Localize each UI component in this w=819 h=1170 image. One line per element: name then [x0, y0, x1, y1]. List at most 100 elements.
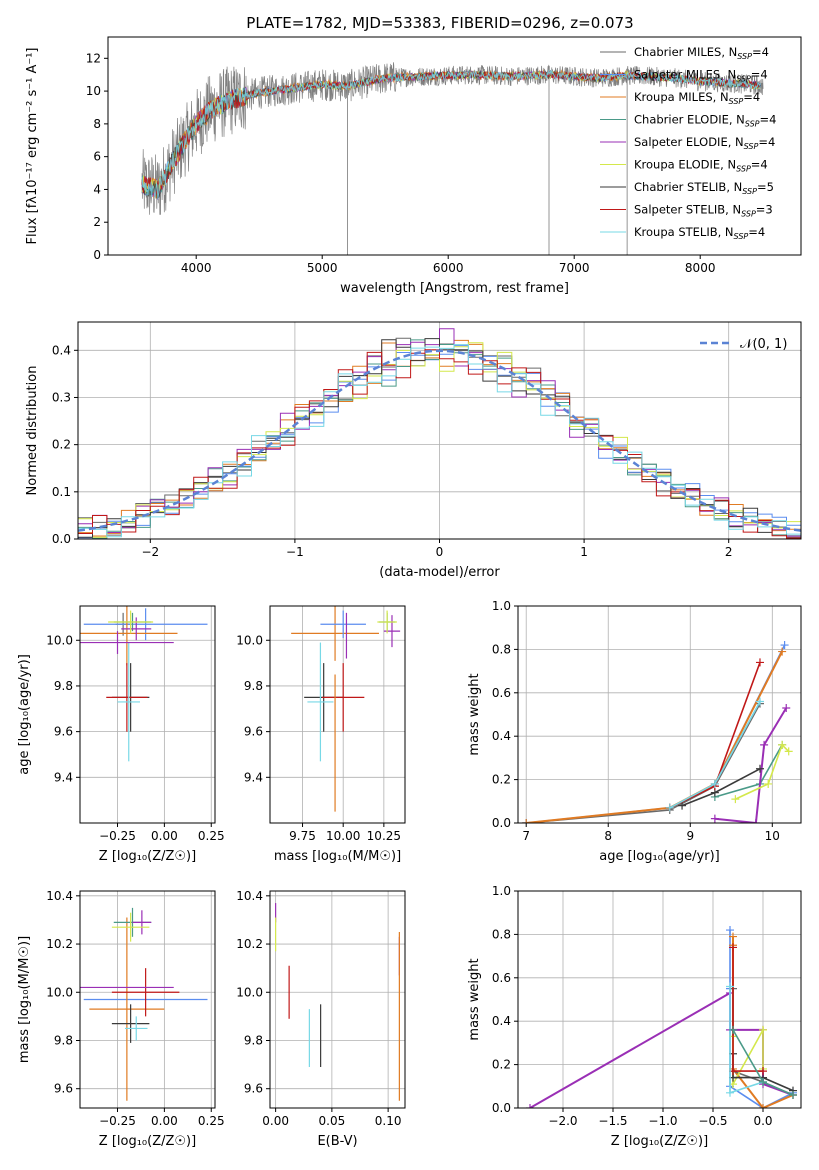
- y-tick-label: 9.8: [54, 1033, 73, 1047]
- legend-label: Kroupa STELIB, NSSP=4: [634, 225, 765, 241]
- point-marker: [759, 1025, 767, 1034]
- x-tick-label: −1.5: [598, 1114, 627, 1128]
- x-tick-label: −2.0: [548, 1114, 577, 1128]
- y-tick-label: 9.6: [244, 1082, 263, 1096]
- y-tick-label: 10.0: [46, 633, 73, 647]
- x-axis-label: (data-model)/error: [379, 565, 500, 580]
- mass-weight-vs-metallicity-plot: −2.0 −1.5 −1.0 −0.5 0.0 0.0 0.2 0.4 0.6 0.8 1.0 Z […: [467, 884, 802, 1149]
- mass-weight-line: [529, 991, 794, 1108]
- y-tick-label: 6: [93, 150, 101, 164]
- mass-weight-line: [735, 743, 790, 800]
- y-tick-label: 0.2: [492, 773, 511, 787]
- y-tick-label: 0.3: [52, 390, 71, 404]
- y-tick-label: 12: [86, 51, 101, 65]
- point-marker: [759, 1067, 767, 1076]
- x-tick-label: 0.0: [753, 1114, 772, 1128]
- x-axis-label: age [log₁₀(age/yr)]: [599, 849, 720, 864]
- x-tick-label: 0.25: [198, 1114, 225, 1128]
- plot-area: [526, 926, 797, 1108]
- plot-area: [275, 903, 400, 1101]
- point-marker: [522, 819, 531, 823]
- x-tick-label: 0.00: [262, 1114, 289, 1128]
- point-marker: [778, 740, 787, 749]
- point-marker: [760, 740, 769, 749]
- mass-weight-vs-age-plot: 7 8 9 10 0.0 0.2 0.4 0.6 0.8 1.0 age [log₁₀(age/yr…: [467, 599, 802, 864]
- y-tick-label: 0.4: [52, 343, 71, 357]
- x-tick-label: 5000: [307, 261, 338, 275]
- x-tick-label: 1: [580, 545, 588, 559]
- mass-vs-metallicity-plot: −0.25 0.00 0.25 9.6 9.8 10.0 10.2 10.4 Z [log₁₀(…: [17, 889, 225, 1149]
- x-axis-label: Z [log₁₀(Z/Z☉)]: [611, 1134, 708, 1149]
- x-axis-label: wavelength [Angstrom, rest frame]: [340, 281, 569, 296]
- plot-area: [522, 641, 793, 823]
- y-tick-label: 0.0: [492, 1101, 511, 1115]
- x-tick-label: 0.10: [375, 1114, 402, 1128]
- y-axis-label: Normed distribution: [25, 366, 40, 496]
- x-axis-label: mass [log₁₀(M/M☉)]: [274, 849, 401, 864]
- y-tick-label: 9.8: [244, 679, 263, 693]
- spectrum-legend: Chabrier MILES, NSSP=4 Salpeter MILES, NS…: [600, 45, 776, 241]
- axes-frame: [517, 605, 802, 824]
- mass-weight-line: [526, 644, 786, 823]
- y-tick-label: 9.4: [54, 770, 73, 784]
- y-tick-label: 0.2: [492, 1058, 511, 1072]
- x-tick-label: 6000: [433, 261, 464, 275]
- histogram-steps: [78, 338, 801, 539]
- point-marker: [778, 647, 787, 656]
- plot-area: [141, 62, 764, 255]
- y-tick-label: 0.1: [52, 485, 71, 499]
- y-tick-label: 0.6: [492, 971, 511, 985]
- mass-vs-ebv-plot: 0.00 0.05 0.10 9.6 9.8 10.0 10.2 10.4 E(B-V): [236, 889, 406, 1149]
- y-tick-label: 9.6: [244, 725, 263, 739]
- y-tick-label: 10.4: [46, 889, 73, 903]
- y-tick-label: 4: [93, 182, 101, 196]
- histogram-steps: [78, 344, 801, 538]
- legend-label: Salpeter MILES, NSSP=4: [634, 68, 768, 84]
- x-tick-label: 8: [604, 829, 612, 843]
- x-tick-label: 0.00: [151, 1114, 178, 1128]
- plot-area: [78, 328, 801, 539]
- histogram-steps: [78, 342, 801, 538]
- plot-area: [291, 606, 401, 812]
- axes-frame: [269, 890, 406, 1109]
- model-spectrum-line: [141, 69, 761, 199]
- legend-label: Kroupa ELODIE, NSSP=4: [634, 158, 768, 174]
- point-marker: [784, 747, 793, 756]
- y-axis-label: mass weight: [467, 958, 482, 1040]
- y-tick-label: 9.8: [54, 679, 73, 693]
- x-tick-label: 7: [522, 829, 530, 843]
- point-marker: [751, 819, 760, 823]
- axes-frame: [269, 605, 406, 824]
- x-tick-label: 0: [436, 545, 444, 559]
- x-tick-label: 8000: [685, 261, 716, 275]
- y-tick-label: 10.0: [236, 633, 263, 647]
- y-tick-label: 0.0: [52, 532, 71, 546]
- x-tick-label: −0.25: [99, 1114, 136, 1128]
- point-marker: [710, 814, 719, 823]
- x-tick-label: −0.25: [99, 829, 136, 843]
- legend-label: Salpeter ELODIE, NSSP=4: [634, 135, 775, 151]
- x-axis-label: Z [log₁₀(Z/Z☉)]: [99, 849, 196, 864]
- y-tick-label: 0.4: [492, 729, 511, 743]
- axes-frame: [79, 890, 216, 1109]
- axes-frame: [517, 890, 802, 1109]
- y-axis-label: Flux [fλ10⁻¹⁷ erg cm⁻² s⁻¹ A⁻¹]: [25, 48, 40, 245]
- point-marker: [729, 943, 737, 952]
- y-tick-label: 8: [93, 117, 101, 131]
- axes-frame: [107, 36, 802, 256]
- y-tick-label: 9.6: [54, 725, 73, 739]
- legend-label: Kroupa MILES, NSSP=4: [634, 90, 760, 106]
- point-marker: [764, 779, 773, 788]
- mass-weight-line: [526, 703, 761, 823]
- y-tick-label: 1.0: [492, 884, 511, 898]
- x-tick-label: 0.25: [198, 829, 225, 843]
- plot-area: [80, 606, 208, 762]
- legend-label: Chabrier ELODIE, NSSP=4: [634, 113, 776, 129]
- y-axis-label: mass [log₁₀(M/M☉)]: [17, 936, 32, 1063]
- x-tick-label: −1: [286, 545, 304, 559]
- point-marker: [710, 779, 719, 788]
- x-axis-label: Z [log₁₀(Z/Z☉)]: [99, 1134, 196, 1149]
- y-tick-label: 0.8: [492, 927, 511, 941]
- point-marker: [678, 801, 687, 810]
